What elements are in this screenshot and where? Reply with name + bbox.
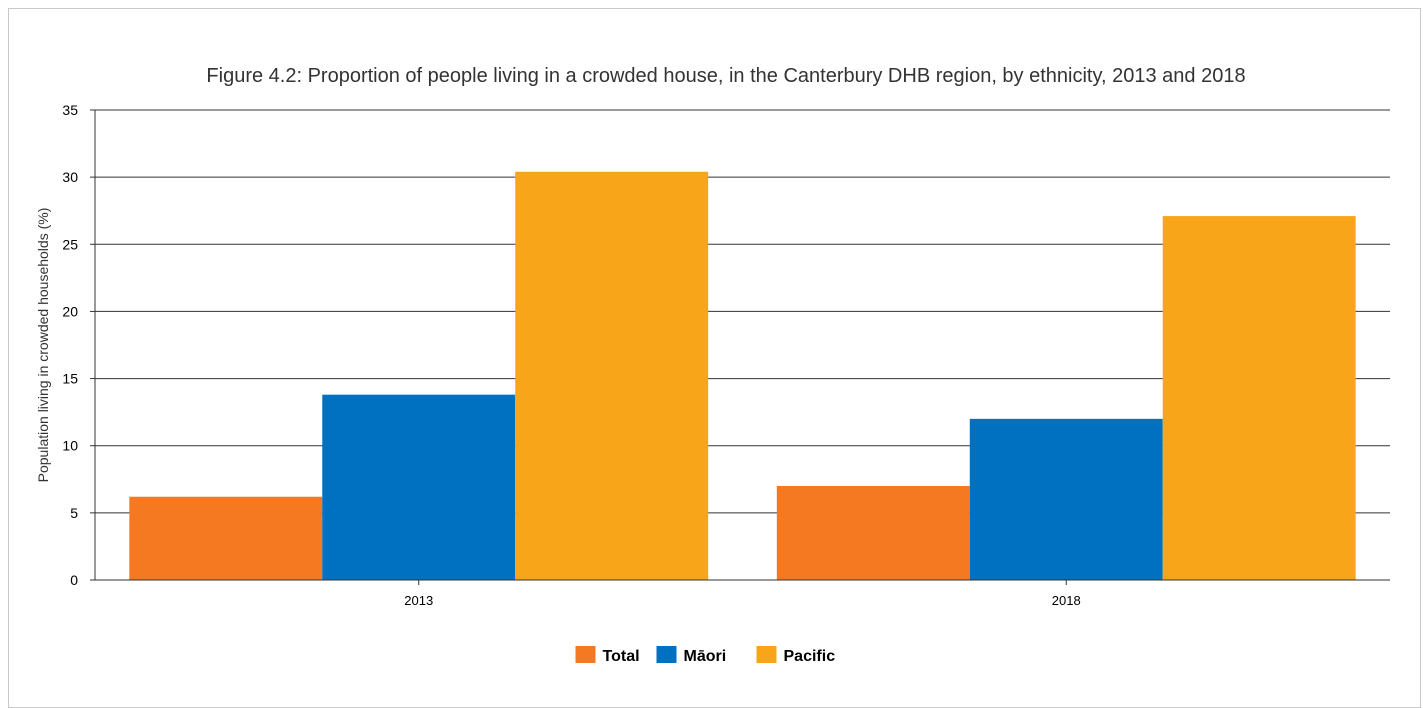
x-tick-label: 2018 bbox=[1052, 593, 1081, 608]
chart-title: Figure 4.2: Proportion of people living … bbox=[206, 65, 1245, 87]
legend-swatch bbox=[756, 646, 777, 663]
x-tick-label: 2013 bbox=[404, 593, 433, 608]
bar-pacific-2018 bbox=[1162, 216, 1356, 581]
legend: Total Māori Pacific bbox=[575, 646, 836, 665]
bar-m-ori-2013 bbox=[322, 394, 516, 580]
legend-label: Total bbox=[603, 648, 640, 665]
legend-item-total: Total bbox=[575, 646, 640, 665]
y-tick-label: 25 bbox=[62, 236, 78, 252]
y-axis-label: Population living in crowded households … bbox=[35, 208, 51, 483]
legend-label: Māori bbox=[684, 648, 727, 665]
legend-item-pacific: Pacific bbox=[756, 646, 836, 665]
legend-item-m-ori: Māori bbox=[656, 646, 727, 665]
bar-pacific-2013 bbox=[515, 171, 709, 580]
y-tick-label: 15 bbox=[62, 371, 78, 387]
x-axis-ticks: 2013 2018 bbox=[404, 580, 1081, 608]
legend-label: Pacific bbox=[784, 648, 836, 665]
y-tick-label: 35 bbox=[62, 102, 78, 118]
y-tick-label: 0 bbox=[70, 572, 78, 588]
y-tick-label: 5 bbox=[70, 505, 78, 521]
bar-m-ori-2018 bbox=[969, 418, 1163, 580]
bar-total-2013 bbox=[129, 496, 323, 580]
axes bbox=[94, 110, 1390, 581]
bar-total-2018 bbox=[776, 486, 970, 580]
bars bbox=[129, 171, 1356, 581]
bar-chart: Figure 4.2: Proportion of people living … bbox=[35, 65, 1390, 665]
y-tick-label: 10 bbox=[62, 438, 78, 454]
legend-swatch bbox=[656, 646, 677, 663]
y-tick-label: 30 bbox=[62, 169, 78, 185]
y-tick-label: 20 bbox=[62, 303, 78, 319]
y-axis-ticks: 0 5 10 15 20 25 30 35 bbox=[62, 102, 95, 588]
legend-swatch bbox=[575, 646, 596, 663]
